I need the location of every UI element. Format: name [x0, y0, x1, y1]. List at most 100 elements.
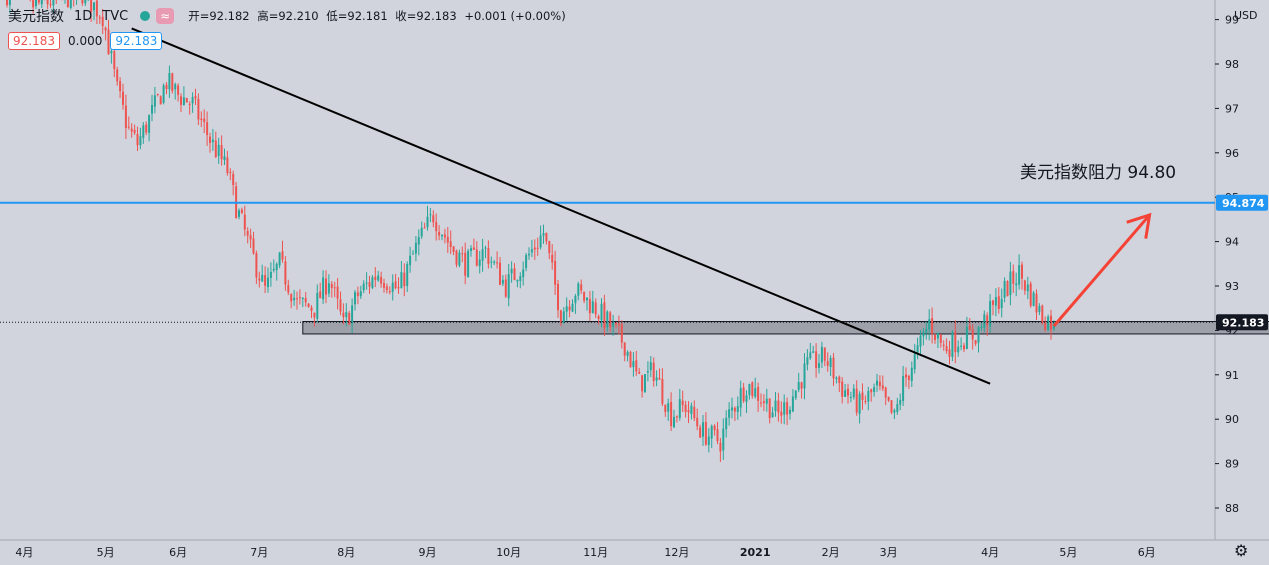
candle-body [1041, 305, 1044, 324]
candle-body [820, 346, 823, 363]
candle-body [786, 402, 789, 415]
candle-body [310, 307, 313, 312]
candle-body [867, 391, 870, 402]
price-tick-label: 99 [1225, 14, 1239, 27]
candle-body [536, 247, 539, 249]
candle-body [229, 171, 232, 173]
candle-body [371, 277, 374, 288]
candle-body [336, 286, 339, 299]
candle-body [591, 301, 594, 313]
candle-body [673, 416, 675, 428]
candle-body [481, 249, 484, 261]
candle-body [394, 281, 397, 289]
candle-body [255, 253, 258, 278]
resistance-price-badge[interactable] [1216, 194, 1268, 211]
time-tick-label: 6月 [169, 546, 187, 559]
candle-body [733, 407, 736, 412]
sell-price-box[interactable]: 92.183 [8, 32, 60, 50]
buy-price-box[interactable]: 92.183 [110, 32, 163, 50]
symbol-name[interactable]: 美元指数 [8, 9, 64, 25]
candle-body [849, 397, 852, 399]
candle-body [876, 380, 878, 386]
candle-body [525, 254, 528, 269]
candle-body [81, 0, 84, 4]
candle-body [742, 387, 745, 402]
wave-icon[interactable]: ≈ [156, 8, 175, 24]
candle-body [313, 312, 316, 318]
candle-body [530, 249, 533, 253]
candle-body [351, 305, 354, 324]
candle-body [986, 315, 989, 326]
candle-body [577, 283, 580, 296]
candle-body [368, 282, 371, 287]
candle-body [760, 402, 762, 404]
candle-body [519, 276, 522, 281]
candle-body [545, 232, 548, 242]
candle-body [339, 299, 342, 312]
candle-body [182, 97, 185, 105]
candle-body [736, 406, 739, 413]
candle-body [542, 233, 545, 236]
candle-body [1003, 280, 1006, 298]
candle-body [484, 247, 487, 249]
price-axis-panel[interactable] [1215, 0, 1269, 565]
candle-body [977, 327, 980, 343]
candle-body [90, 0, 93, 12]
candle-body [905, 374, 907, 378]
support-zone-rect[interactable] [302, 321, 1269, 335]
price-tick-label: 93 [1225, 280, 1239, 293]
candle-body [571, 303, 574, 312]
arrow-shaft[interactable] [1052, 213, 1151, 327]
price-tick-label: 97 [1225, 102, 1239, 115]
candle-body [992, 300, 994, 305]
gear-icon[interactable]: ⚙ [1234, 541, 1249, 560]
time-tick-label: 2021 [740, 546, 771, 559]
candle-body [606, 311, 609, 328]
candle-body [989, 300, 992, 327]
candle-body [965, 326, 968, 349]
candle-body [626, 351, 629, 356]
candle-body [507, 274, 510, 299]
downtrend-line[interactable] [131, 27, 991, 385]
candle-body [780, 411, 783, 416]
price-tick-label: 98 [1225, 58, 1239, 71]
candle-body [864, 400, 867, 402]
candle-body [432, 215, 435, 223]
candle-body [649, 362, 652, 371]
candle-body [878, 381, 881, 387]
candle-body [501, 279, 504, 284]
candle-body [710, 425, 713, 439]
interval-label[interactable]: 1D [74, 8, 93, 24]
candle-body [800, 382, 803, 389]
candle-body [203, 118, 206, 123]
candle-body [139, 136, 142, 146]
candle-body [513, 268, 516, 281]
candle-body [290, 294, 293, 302]
candle-body [922, 331, 925, 337]
candle-body [974, 340, 977, 344]
candle-body [438, 231, 441, 236]
candle-body [586, 297, 588, 301]
time-tick-label: 4月 [981, 546, 999, 559]
candle-body [954, 331, 957, 353]
ohlc-low: 低=92.181 [326, 9, 388, 23]
candle-body [658, 377, 661, 380]
candle-body [855, 388, 858, 413]
candle-body [151, 104, 153, 114]
candle-body [226, 157, 229, 174]
price-boxes: 92.183 0.000 92.183 [8, 32, 163, 50]
candle-body [354, 292, 356, 305]
candle-body [46, 0, 49, 5]
candle-body [629, 351, 632, 368]
candle-body [681, 400, 684, 406]
candle-body [728, 409, 731, 418]
last-price-badge[interactable] [1216, 314, 1268, 331]
candle-body [400, 272, 403, 289]
candle-body [171, 73, 174, 91]
candle-body [835, 377, 838, 379]
candle-body [278, 252, 281, 266]
candle-body [40, 0, 43, 5]
candle-body [145, 124, 148, 133]
candle-body [603, 302, 606, 328]
